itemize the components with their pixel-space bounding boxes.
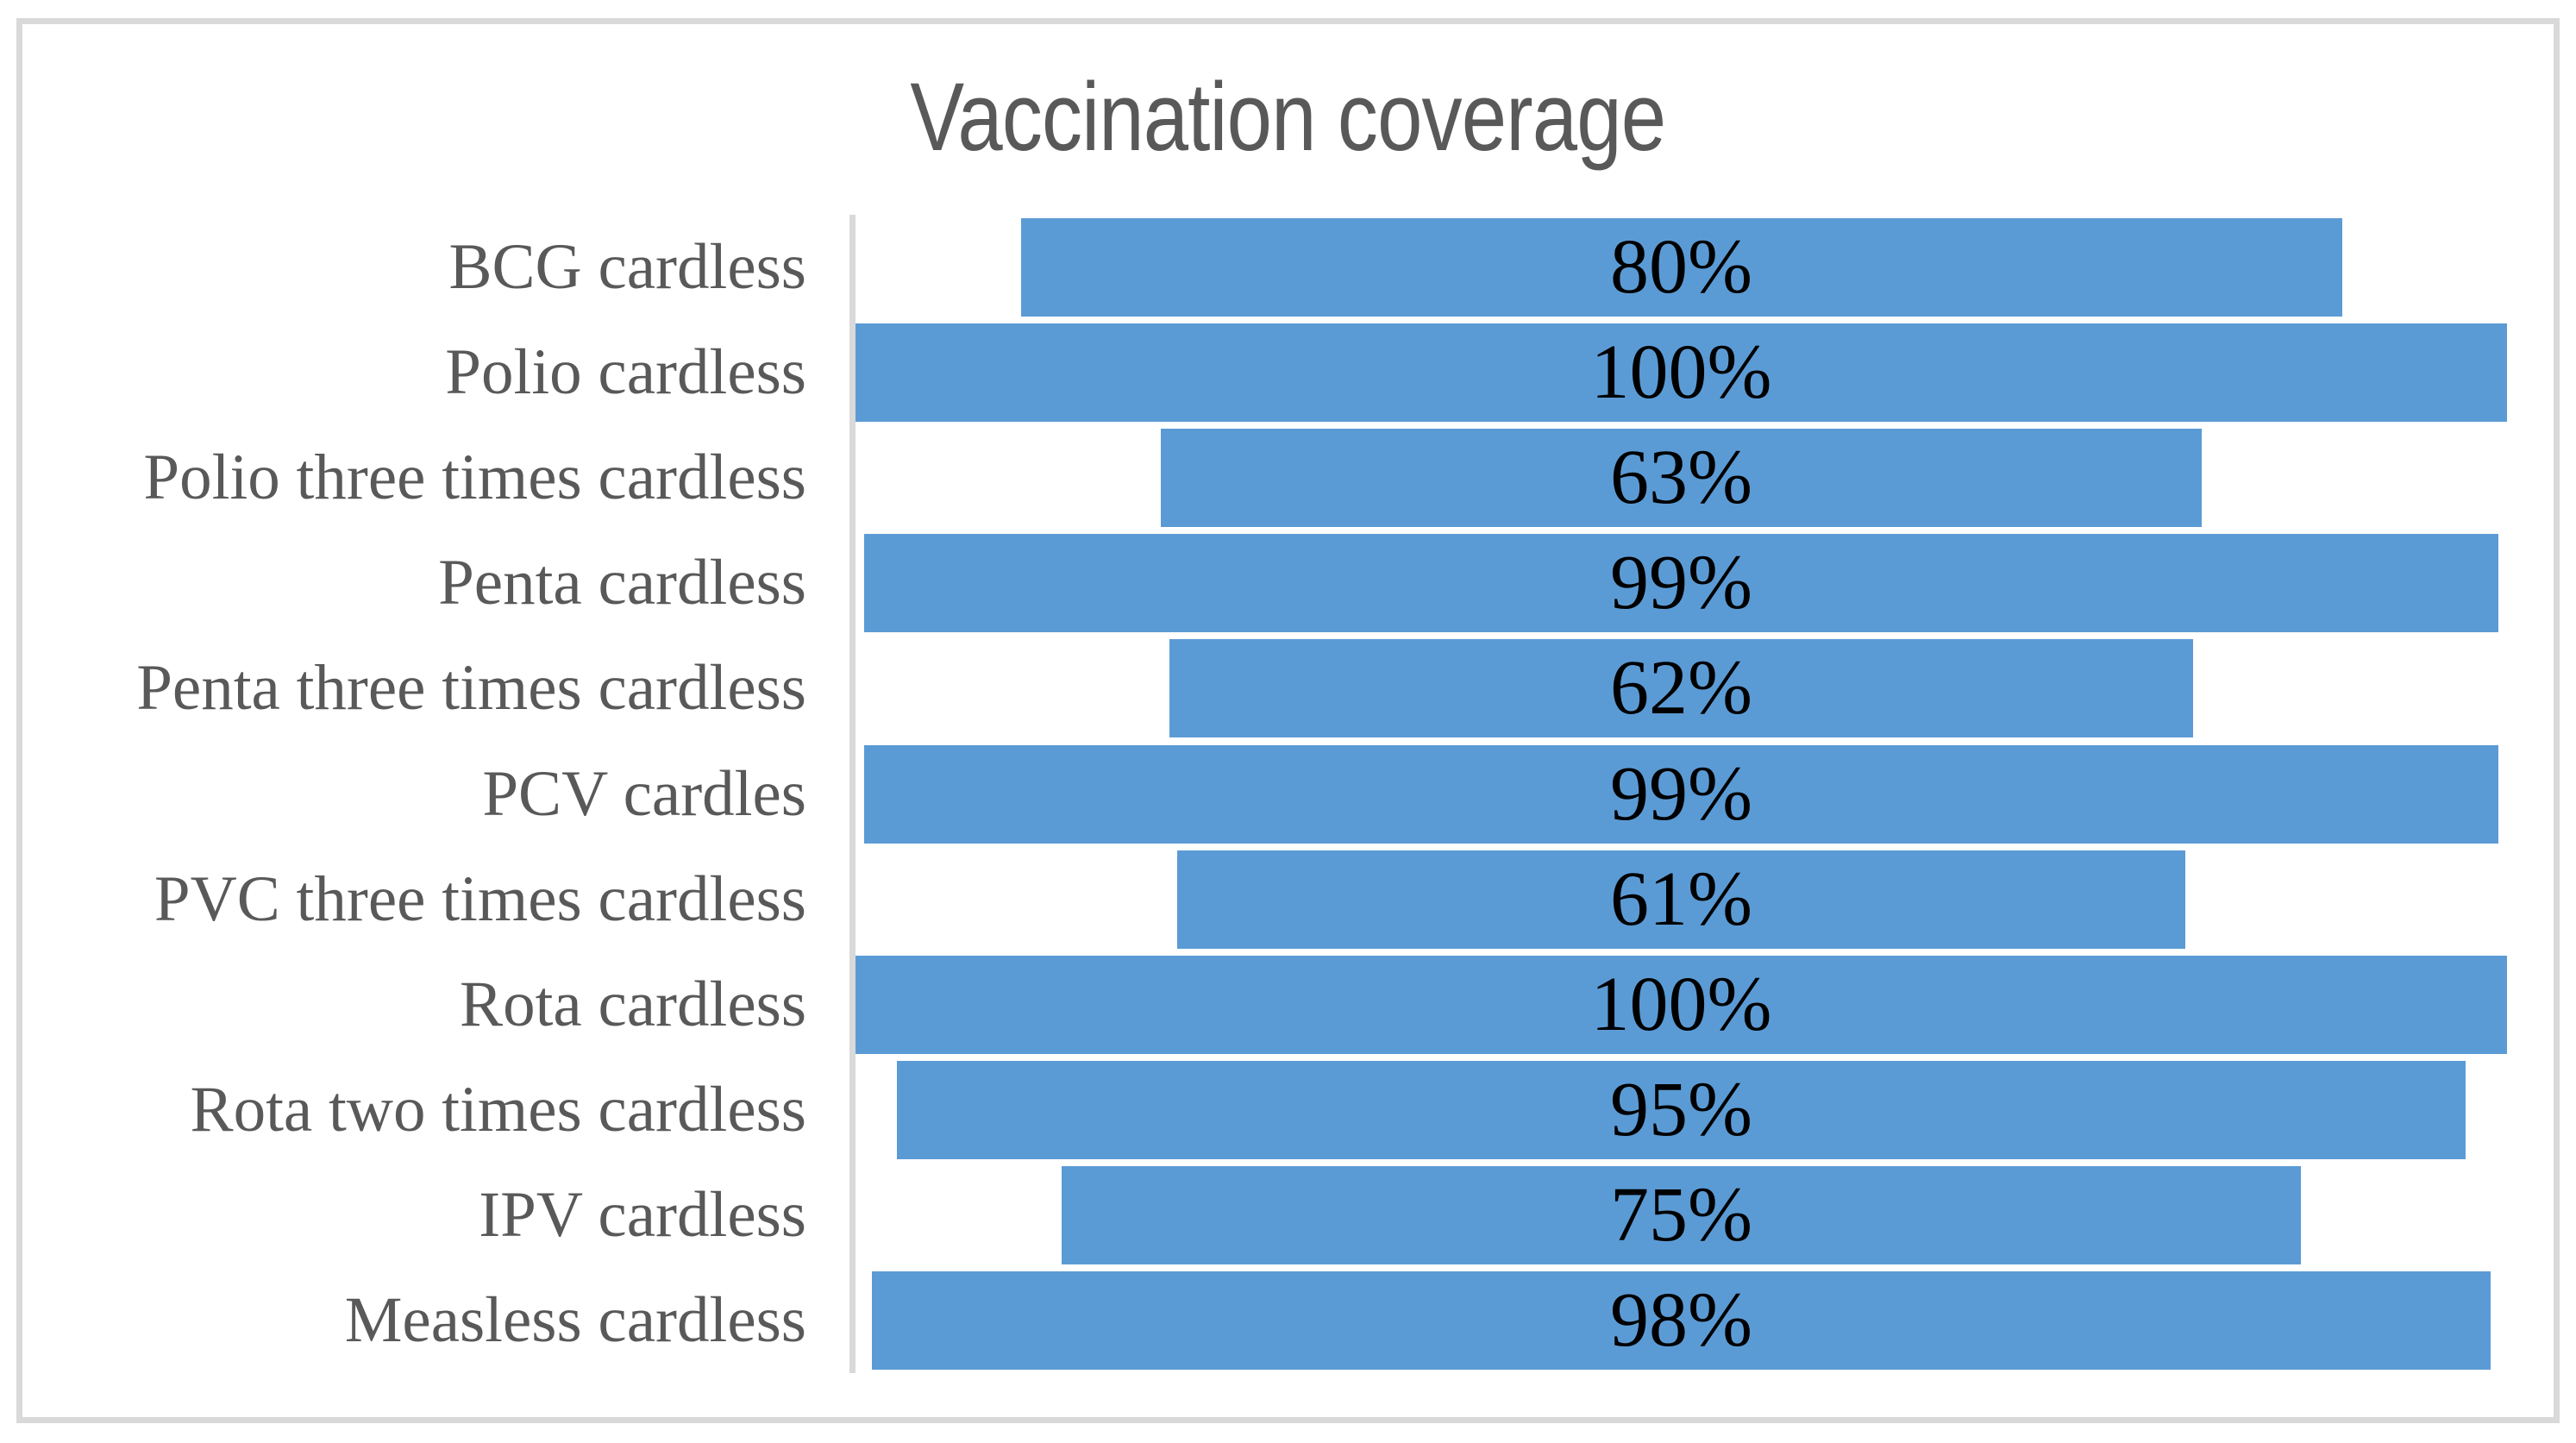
chart-title-text: Vaccination coverage (910, 63, 1667, 171)
category-label: Rota cardless (460, 968, 806, 1040)
category-label: Penta three times cardless (136, 652, 806, 725)
category-label: PVC three times cardless (154, 863, 806, 935)
bar-row: 61% (856, 847, 2507, 952)
bar: 80% (1020, 218, 2342, 317)
bar-row: 75% (856, 1163, 2507, 1268)
bar-row: 100% (856, 320, 2507, 425)
category-label: Measless cardless (344, 1283, 806, 1356)
category-label: Rota two times cardless (190, 1073, 806, 1145)
bar-value-label: 80% (1610, 224, 1752, 311)
bar: 63% (1161, 429, 2202, 528)
category-label: Penta cardless (438, 547, 806, 619)
bar: 98% (872, 1270, 2491, 1370)
bar-row: 95% (856, 1057, 2507, 1163)
bar-value-label: 99% (1610, 750, 1752, 837)
bar-row: 63% (856, 425, 2507, 530)
bar: 61% (1177, 850, 2185, 949)
bar-row: 80% (856, 215, 2507, 320)
bar: 100% (856, 323, 2507, 423)
bar-row: 98% (856, 1268, 2507, 1373)
bar: 100% (856, 955, 2507, 1054)
bar-row: 100% (856, 952, 2507, 1057)
category-label: PCV cardles (482, 757, 806, 830)
bar-value-label: 98% (1610, 1277, 1752, 1363)
category-label: BCG cardless (448, 231, 806, 304)
bar-value-label: 63% (1610, 435, 1752, 521)
category-label: IPV cardless (479, 1178, 806, 1251)
category-label: Polio three times cardless (143, 442, 806, 514)
bar-value-label: 100% (1590, 961, 1772, 1047)
chart-title: Vaccination coverage (16, 69, 2560, 166)
bar: 62% (1169, 639, 2194, 738)
bar-value-label: 99% (1610, 540, 1752, 626)
bar-value-label: 75% (1610, 1171, 1752, 1258)
category-label: Polio cardless (445, 336, 806, 409)
bar-value-label: 95% (1610, 1066, 1752, 1152)
bar: 95% (896, 1060, 2466, 1159)
category-axis: BCG cardless Polio cardless Polio three ti… (0, 215, 806, 1373)
bar: 75% (1062, 1165, 2301, 1264)
bar-value-label: 61% (1610, 856, 1752, 942)
bar-value-label: 62% (1610, 645, 1752, 731)
plot-area: 80% 100% 63% 99% 62% 99% 61% 100% 95% 75% 98% (856, 215, 2507, 1373)
bar-row: 62% (856, 636, 2507, 741)
vertical-axis-line (849, 215, 856, 1373)
bar: 99% (863, 534, 2499, 633)
bar-row: 99% (856, 741, 2507, 846)
bar-value-label: 100% (1590, 329, 1772, 416)
bar: 99% (863, 744, 2499, 844)
bar-row: 99% (856, 530, 2507, 636)
